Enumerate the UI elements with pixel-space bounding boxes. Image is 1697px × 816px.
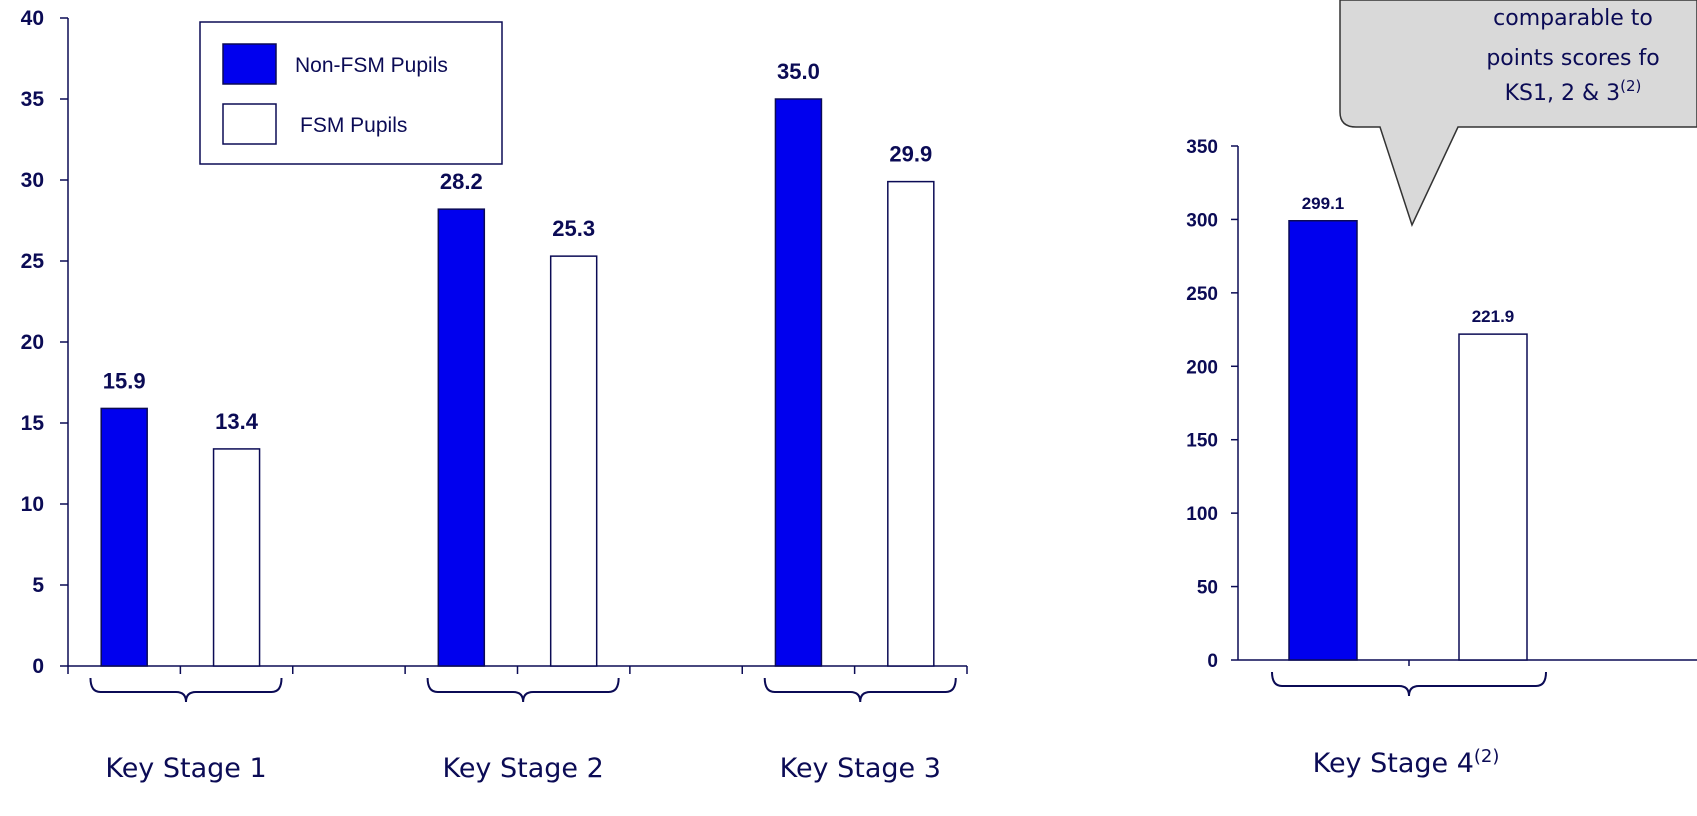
y-tick-label: 10 [21, 493, 44, 516]
category-text: Key Stage 4 [1313, 748, 1474, 779]
legend-entry: Non-FSM Pupils [295, 54, 448, 77]
bar [437, 208, 486, 667]
y-tick-label: 250 [1186, 284, 1218, 305]
category-brace [1271, 671, 1547, 697]
y-tick-label: 15 [21, 412, 45, 435]
x-tick-label: Key Stage 3 [780, 753, 941, 784]
legend: Non-FSM Pupils FSM Pupils [199, 21, 503, 165]
data-label: 35.0 [777, 59, 820, 84]
legend-swatch [222, 103, 277, 145]
bar [1288, 220, 1358, 661]
callout-line: KS1, 2 & 3(2) [1505, 77, 1642, 106]
callout-text-part: KS1, 2 & 3 [1505, 81, 1621, 106]
callout-line: comparable to [1493, 6, 1653, 31]
bar [212, 448, 261, 667]
data-label: 28.2 [440, 169, 483, 194]
y-tick-label: 100 [1186, 504, 1218, 525]
bar [774, 98, 823, 667]
y-tick-label: 50 [1197, 578, 1218, 599]
data-label: 29.9 [889, 142, 932, 167]
y-tick-label: 25 [21, 250, 45, 273]
legend-entry: FSM Pupils [300, 114, 407, 137]
legend-swatch [222, 43, 277, 85]
data-label: 221.9 [1472, 307, 1515, 326]
category-superscript: (2) [1474, 746, 1500, 767]
callout-text-part: points scores fo [1486, 46, 1659, 71]
y-tick-label: 0 [32, 655, 44, 678]
bar [1458, 333, 1528, 661]
callout-text-part: comparable to [1493, 6, 1653, 31]
data-label: 13.4 [215, 409, 259, 434]
bar [100, 407, 148, 667]
data-label: 15.9 [103, 368, 146, 393]
y-tick-label: 20 [21, 331, 44, 354]
y-tick-label: 35 [21, 88, 45, 111]
x-tick-label: Key Stage 4(2) [1313, 746, 1500, 779]
y-tick-label: 200 [1186, 357, 1218, 378]
data-label: 299.1 [1302, 194, 1345, 213]
x-tick-label: Key Stage 1 [105, 753, 266, 784]
callout-bubble [1339, 0, 1697, 228]
category-brace [89, 677, 283, 703]
y-tick-label: 0 [1207, 651, 1218, 672]
bar [549, 255, 598, 667]
y-tick-label: 5 [32, 574, 44, 597]
bar [887, 180, 935, 667]
callout-superscript: (2) [1620, 77, 1641, 95]
callout: comparable to points scores fo KS1, 2 & 3(… [1339, 0, 1697, 228]
y-tick-label: 350 [1186, 137, 1218, 158]
y-tick-label: 30 [21, 169, 44, 192]
y-tick-label: 150 [1186, 431, 1218, 452]
y-tick-label: 40 [21, 7, 44, 30]
x-tick-label: Key Stage 2 [442, 753, 603, 784]
y-tick-label: 300 [1186, 210, 1218, 231]
callout-line: points scores fo [1486, 46, 1659, 71]
category-brace [426, 677, 620, 703]
category-brace [763, 677, 957, 703]
data-label: 25.3 [552, 216, 595, 241]
